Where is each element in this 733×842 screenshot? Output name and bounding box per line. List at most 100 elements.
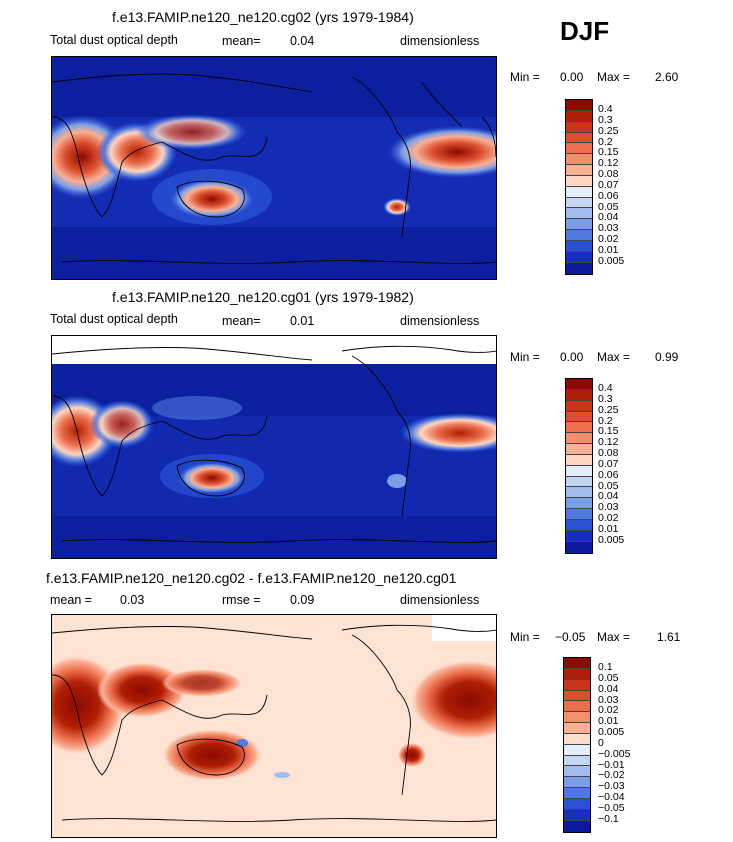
panel2-max-label: Max =: [597, 350, 631, 364]
colorbar-swatch: [566, 262, 592, 274]
colorbar-swatch: [564, 755, 590, 767]
colorbar-swatch: [564, 798, 590, 810]
colorbar-swatch: [566, 154, 592, 166]
panel2-variable: Total dust optical depth: [50, 312, 178, 326]
colorbar-tick-label: −0.1: [598, 812, 619, 825]
colorbar-swatch: [566, 389, 592, 401]
panel1-map: [51, 56, 497, 280]
colorbar-swatch: [566, 498, 592, 510]
colorbar-tick-label: 0.04: [598, 682, 619, 695]
panel3-rmse-value: 0.09: [290, 593, 315, 607]
colorbar-tick-label: 0.07: [598, 457, 619, 470]
colorbar-tick-label: 0.01: [598, 243, 619, 256]
panel3-min-value: −0.05: [555, 630, 586, 644]
colorbar-tick-label: 0.05: [598, 479, 619, 492]
colorbar-tick-label: 0.15: [598, 146, 619, 159]
colorbar-tick-label: 0.3: [598, 392, 613, 405]
colorbar-swatch: [566, 422, 592, 434]
panel3-max-value: 1.61: [657, 630, 681, 644]
panel2-colorbar: [565, 378, 593, 554]
colorbar-tick-label: −0.03: [598, 780, 625, 793]
colorbar-swatch: [564, 788, 590, 799]
colorbar-swatch: [564, 679, 590, 691]
colorbar-swatch: [566, 454, 592, 466]
panel1-title: f.e13.FAMIP.ne120_ne120.cg02 (yrs 1979-1…: [112, 9, 414, 25]
colorbar-tick-label: 0.25: [598, 124, 619, 137]
colorbar-swatch: [566, 476, 592, 488]
colorbar-swatch: [564, 712, 590, 724]
season-label: DJF: [560, 16, 610, 46]
panel2-colorbar-labels: 0.4 0.3 0.25 0.2 0.15 0.12 0.08 0.07 0.06 0.05 0.0…: [598, 383, 624, 546]
colorbar-tick-label: −0.01: [598, 758, 625, 771]
colorbar-tick-label: 0.03: [598, 222, 619, 235]
colorbar-swatch: [564, 777, 590, 789]
colorbar-swatch: [566, 251, 592, 263]
colorbar-swatch: [564, 733, 590, 745]
panel1-mean-label: mean=: [222, 34, 261, 48]
colorbar-swatch: [564, 820, 590, 832]
colorbar-swatch: [566, 530, 592, 542]
colorbar-tick-label: 0.07: [598, 178, 619, 191]
colorbar-tick-label: 0.4: [598, 382, 613, 394]
panel2-max-value: 0.99: [655, 350, 679, 364]
colorbar-swatch: [566, 465, 592, 477]
colorbar-tick-label: 0.25: [598, 403, 619, 416]
colorbar-tick-label: 0.005: [598, 254, 625, 267]
colorbar-swatch: [566, 487, 592, 499]
panel3-map-svg: [52, 615, 496, 837]
colorbar-swatch: [564, 809, 590, 821]
colorbar-tick-label: 0.06: [598, 189, 619, 202]
colorbar-tick-label: 0.04: [598, 490, 619, 503]
colorbar-tick-label: 0.3: [598, 113, 613, 126]
colorbar-tick-label: −0.02: [598, 769, 625, 782]
colorbar-tick-label: 0.05: [598, 200, 619, 213]
colorbar-swatch: [566, 509, 592, 520]
colorbar-tick-label: 0.2: [598, 414, 613, 427]
panel1-colorbar: [565, 99, 593, 275]
colorbar-tick-label: 0.04: [598, 211, 619, 224]
panel2-map-svg: [52, 336, 496, 558]
panel2-mean-value: 0.01: [290, 314, 315, 328]
colorbar-swatch: [564, 701, 590, 713]
panel1-max-label: Max =: [597, 70, 631, 84]
colorbar-swatch: [566, 186, 592, 198]
colorbar-swatch: [564, 744, 590, 756]
colorbar-swatch: [566, 208, 592, 220]
colorbar-tick-label: 0.08: [598, 447, 619, 460]
colorbar-tick-label: 0.02: [598, 704, 619, 717]
colorbar-tick-label: 0.005: [598, 726, 625, 739]
colorbar-swatch: [564, 658, 590, 669]
panel3-rmse-label: rmse =: [222, 593, 261, 607]
panel3-title: f.e13.FAMIP.ne120_ne120.cg02 - f.e13.FAM…: [46, 570, 457, 586]
colorbar-swatch: [566, 175, 592, 187]
colorbar-tick-label: 0.03: [598, 501, 619, 514]
colorbar-tick-label: 0.03: [598, 693, 619, 706]
panel2-units: dimensionless: [400, 314, 480, 328]
colorbar-swatch: [566, 165, 592, 176]
panel2-min-label: Min =: [510, 350, 540, 364]
colorbar-tick-label: 0: [598, 736, 604, 749]
panel3-max-label: Max =: [597, 630, 631, 644]
panel3-map: [51, 614, 497, 838]
colorbar-swatch: [566, 197, 592, 209]
colorbar-tick-label: 0.12: [598, 436, 619, 449]
panel3-colorbar: [563, 657, 591, 833]
colorbar-swatch: [564, 766, 590, 778]
colorbar-tick-label: 0.08: [598, 168, 619, 181]
colorbar-tick-label: 0.02: [598, 233, 619, 246]
panel2-mean-label: mean=: [222, 314, 261, 328]
colorbar-tick-label: 0.2: [598, 135, 613, 148]
colorbar-tick-label: 0.4: [598, 103, 613, 115]
colorbar-tick-label: 0.01: [598, 522, 619, 535]
colorbar-tick-label: −0.04: [598, 791, 625, 804]
panel3-min-label: Min =: [510, 630, 540, 644]
colorbar-tick-label: 0.15: [598, 425, 619, 438]
colorbar-tick-label: 0.1: [598, 661, 613, 673]
colorbar-swatch: [566, 230, 592, 241]
colorbar-tick-label: 0.06: [598, 468, 619, 481]
colorbar-tick-label: 0.12: [598, 157, 619, 170]
colorbar-swatch: [566, 541, 592, 553]
colorbar-swatch: [564, 723, 590, 734]
colorbar-swatch: [566, 121, 592, 133]
panel3-mean-value: 0.03: [120, 593, 145, 607]
